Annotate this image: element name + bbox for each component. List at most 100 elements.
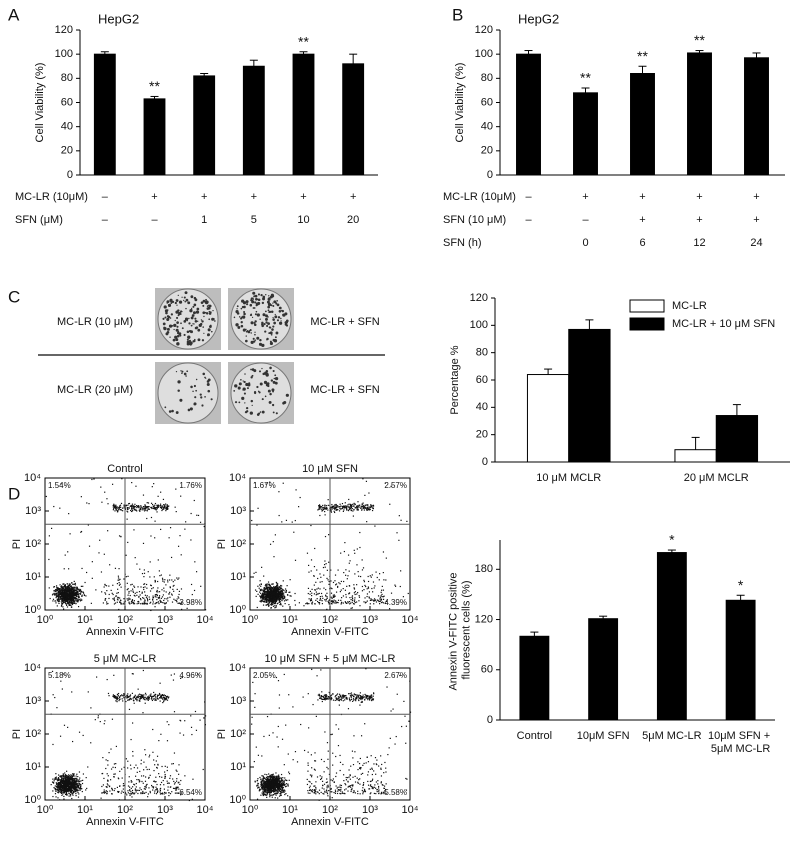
event-dot xyxy=(156,599,157,600)
event-dot xyxy=(101,502,102,503)
event-dot xyxy=(119,597,120,598)
event-dot xyxy=(359,605,360,606)
event-dot xyxy=(51,784,52,785)
event-dot xyxy=(144,586,145,587)
colony-dot xyxy=(162,318,164,320)
colony-dot xyxy=(179,335,181,337)
event-dot xyxy=(155,580,156,581)
event-dot xyxy=(63,589,64,590)
event-dot xyxy=(307,603,308,604)
event-dot xyxy=(137,603,138,604)
event-dot xyxy=(111,590,112,591)
event-dot xyxy=(118,568,119,569)
event-dot xyxy=(381,590,382,591)
event-dot xyxy=(337,602,338,603)
event-dot xyxy=(377,577,378,578)
event-dot xyxy=(127,790,128,791)
event-dot xyxy=(259,584,260,585)
colony-dot xyxy=(259,370,261,372)
event-dot xyxy=(148,508,149,509)
event-dot xyxy=(151,517,152,518)
event-dot xyxy=(114,790,115,791)
event-dot xyxy=(323,588,324,589)
event-dot xyxy=(380,597,381,598)
event-dot xyxy=(379,598,380,599)
event-dot xyxy=(49,587,50,588)
event-dot xyxy=(185,521,186,522)
event-dot xyxy=(366,481,367,482)
event-dot xyxy=(355,504,356,505)
event-dot xyxy=(116,593,117,594)
event-dot xyxy=(345,601,346,602)
event-dot xyxy=(191,513,192,514)
y-tick-label: 40 xyxy=(481,121,493,133)
event-dot xyxy=(395,586,396,587)
event-dot xyxy=(145,786,146,787)
event-dot xyxy=(181,554,182,555)
event-dot xyxy=(356,601,357,602)
colony-dot xyxy=(244,381,246,383)
event-dot xyxy=(369,506,370,507)
event-dot xyxy=(271,587,272,588)
y-axis-label: Percentage % xyxy=(449,345,461,414)
event-dot xyxy=(78,790,79,791)
colony-dot xyxy=(243,313,246,316)
colony-dot xyxy=(187,336,190,339)
event-dot xyxy=(73,595,74,596)
x-axis-label: Annexin V-FITC xyxy=(291,626,369,638)
event-dot xyxy=(80,532,81,533)
event-dot xyxy=(165,584,166,585)
event-dot xyxy=(130,793,131,794)
event-dot xyxy=(274,607,275,608)
event-dot xyxy=(163,700,164,701)
event-dot xyxy=(349,597,350,598)
event-dot xyxy=(278,593,279,594)
event-dot xyxy=(127,695,128,696)
event-dot xyxy=(154,764,155,765)
event-dot xyxy=(178,782,179,783)
event-dot xyxy=(161,574,162,575)
event-dot xyxy=(84,594,85,595)
event-dot xyxy=(275,603,276,604)
colony-dot xyxy=(273,300,276,303)
colony-dot xyxy=(167,328,170,331)
event-dot xyxy=(251,520,252,521)
y-tick-label: 60 xyxy=(476,374,488,386)
event-dot xyxy=(84,582,85,583)
y-tick-label: 10⁰ xyxy=(229,604,246,616)
event-dot xyxy=(157,595,158,596)
event-dot xyxy=(155,696,156,697)
event-dot xyxy=(127,519,128,520)
event-dot xyxy=(364,509,365,510)
event-dot xyxy=(369,508,370,509)
event-dot xyxy=(58,790,59,791)
event-dot xyxy=(271,604,272,605)
event-dot xyxy=(156,602,157,603)
event-dot xyxy=(363,580,364,581)
event-dot xyxy=(69,778,70,779)
event-dot xyxy=(354,599,355,600)
event-dot xyxy=(140,505,141,506)
event-dot xyxy=(69,786,70,787)
colony-dot xyxy=(252,368,255,371)
legend-swatch xyxy=(630,318,664,330)
event-dot xyxy=(368,581,369,582)
event-dot xyxy=(56,593,57,594)
event-dot xyxy=(82,586,83,587)
event-dot xyxy=(49,535,50,536)
event-dot xyxy=(73,601,74,602)
colony-dot xyxy=(208,378,211,381)
event-dot xyxy=(408,593,409,594)
event-dot xyxy=(127,583,128,584)
event-dot xyxy=(264,592,265,593)
event-dot xyxy=(64,786,65,787)
legend-swatch xyxy=(630,300,664,312)
event-dot xyxy=(360,576,361,577)
event-dot xyxy=(167,508,168,509)
event-dot xyxy=(347,601,348,602)
event-dot xyxy=(154,521,155,522)
event-dot xyxy=(155,781,156,782)
colony-dot xyxy=(268,303,271,306)
event-dot xyxy=(66,603,67,604)
